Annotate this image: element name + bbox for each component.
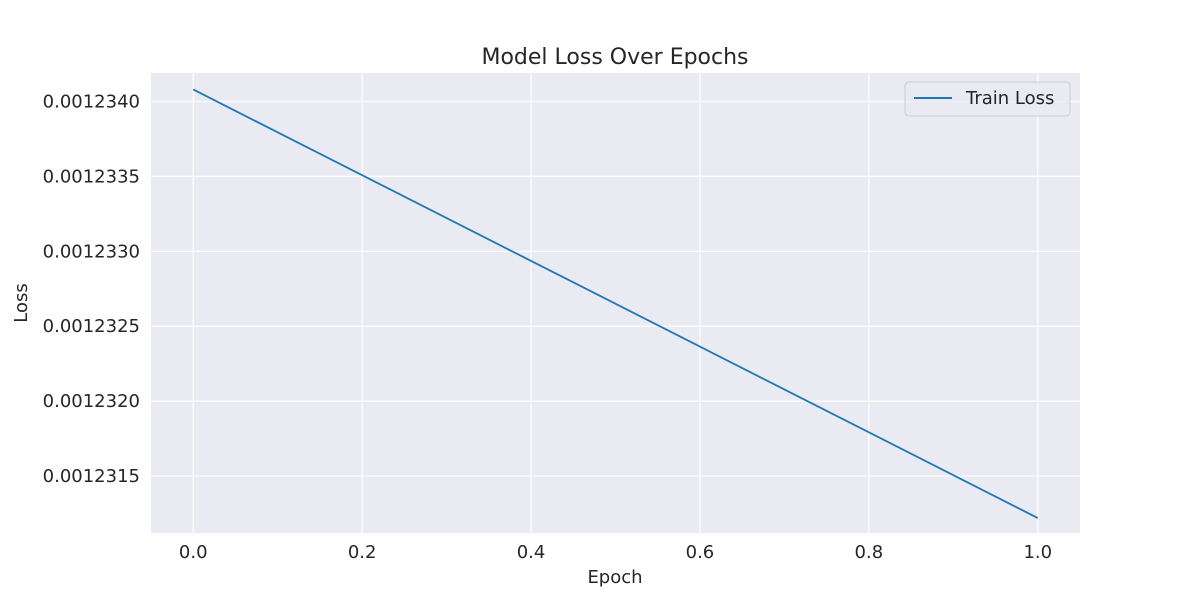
x-grid [192, 73, 1039, 533]
series-line-train-loss [192, 88, 1039, 519]
x-tick-label: 0.4 [517, 542, 546, 563]
y-tick-labels: 0.0012315 0.0012320 0.0012325 0.0012330 0.00… [43, 91, 140, 487]
x-tick-labels: 0.0 0.2 0.4 0.6 0.8 1.0 [179, 542, 1052, 563]
y-tick-label: 0.0012315 [43, 466, 140, 487]
x-tick-label: 1.0 [1023, 542, 1052, 563]
x-tick-label: 0.8 [855, 542, 884, 563]
legend: Train Loss [904, 81, 1071, 117]
x-tick-label: 0.2 [348, 542, 377, 563]
series-layer [192, 88, 1039, 519]
x-tick-label: 0.6 [686, 542, 715, 563]
y-tick-label: 0.0012335 [43, 166, 140, 187]
y-tick-label: 0.0012330 [43, 241, 140, 262]
chart-title: Model Loss Over Epochs [481, 45, 748, 70]
y-tick-label: 0.0012325 [43, 316, 140, 337]
y-axis-label: Loss [11, 283, 32, 322]
y-tick-label: 0.0012320 [43, 391, 140, 412]
x-tick-label: 0.0 [179, 542, 208, 563]
y-tick-label: 0.0012340 [43, 91, 140, 112]
legend-label-train-loss: Train Loss [965, 88, 1054, 109]
legend-box [904, 81, 1071, 117]
x-axis-label: Epoch [587, 567, 642, 588]
